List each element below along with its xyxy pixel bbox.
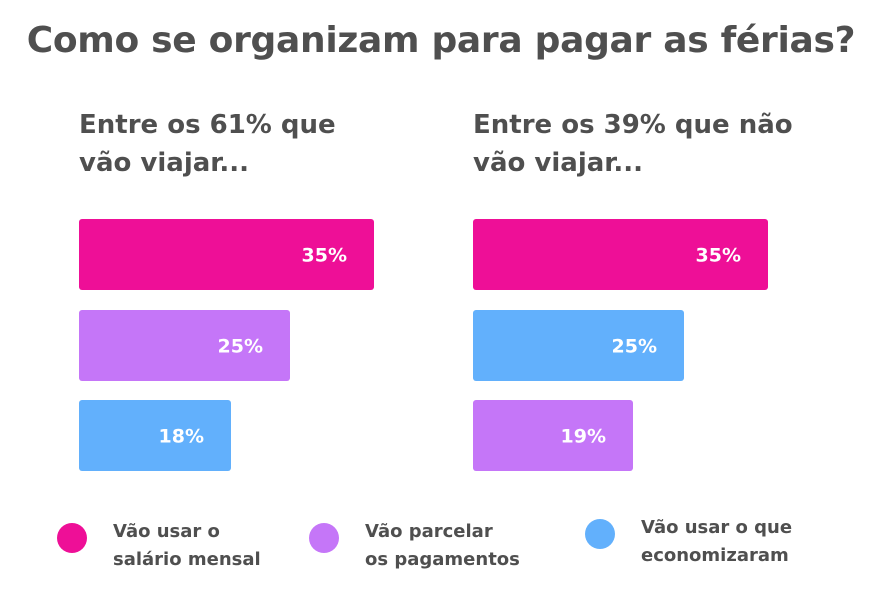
bar-value-label: 35%: [696, 245, 741, 267]
bar-non-travelers-vao-usar-o-que-economizaram: [473, 310, 684, 381]
legend-label-parcelar: Vão parcelar os pagamentos: [365, 521, 520, 570]
legend-item-parcelar: Vão parcelar os pagamentos: [309, 518, 520, 574]
bar-travelers-vao-parcelar-os-pagamentos: [79, 310, 290, 381]
legend-item-economizar: Vão usar o que economizaram: [585, 514, 792, 570]
bar-value-label: 18%: [159, 426, 204, 448]
legend-item-salario: Vão usar o salário mensal: [57, 518, 261, 574]
panel-title-non-travelers: Entre os 39% que não vão viajar...: [473, 110, 793, 178]
bar-value-label: 25%: [612, 336, 657, 358]
bar-value-label: 19%: [561, 426, 606, 448]
legend-swatch-parcelar: [309, 523, 339, 553]
bar-non-travelers-vao-parcelar-os-pagamentos: [473, 400, 633, 471]
legend-swatch-economizar: [585, 519, 615, 549]
bar-travelers-vao-usar-o-salario-mensal: [79, 219, 374, 290]
chart-title: Como se organizam para pagar as férias?: [26, 20, 856, 61]
bar-non-travelers-vao-usar-o-salario-mensal: [473, 219, 768, 290]
legend-label-economizar: Vão usar o que economizaram: [641, 517, 793, 566]
bar-travelers-vao-usar-o-que-economizaram: [79, 400, 231, 471]
bar-value-label: 35%: [302, 245, 347, 267]
legend-swatch-salario: [57, 523, 87, 553]
legend-label-salario: Vão usar o salário mensal: [113, 521, 261, 570]
bar-value-label: 25%: [218, 336, 263, 358]
panel-title-travelers: Entre os 61% que vão viajar...: [79, 110, 336, 178]
